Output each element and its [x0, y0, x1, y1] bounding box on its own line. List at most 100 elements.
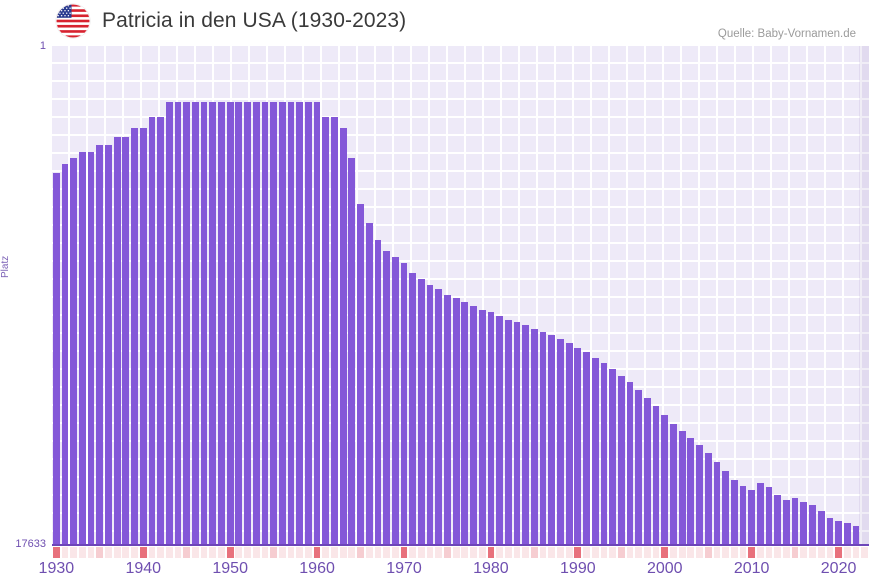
bar [530, 328, 538, 545]
bar [783, 500, 790, 545]
bar [183, 102, 191, 545]
bar [548, 335, 556, 545]
x-axis-tick [713, 547, 721, 558]
x-axis-tick [643, 547, 651, 558]
bar [774, 494, 782, 545]
x-axis-label: 2020 [820, 560, 857, 577]
x-axis-tick [261, 547, 269, 558]
x-axis-tick [591, 547, 599, 558]
bar [418, 278, 425, 545]
x-axis-tick [183, 547, 191, 558]
bar [670, 424, 677, 545]
plot-area [52, 46, 869, 545]
x-axis-tick [348, 547, 356, 558]
bar [113, 137, 121, 545]
x-axis-tick [661, 547, 669, 558]
x-axis-tick [513, 547, 521, 558]
bar [331, 116, 338, 545]
bar [461, 302, 469, 545]
bar [557, 339, 564, 545]
bar [226, 102, 234, 545]
bar [626, 382, 634, 545]
bar [313, 102, 321, 545]
x-axis-tick [296, 547, 304, 558]
bar [487, 311, 495, 545]
x-axis-label: 2010 [733, 560, 770, 577]
x-axis-tick [391, 547, 399, 558]
x-axis-labels: 1930 1940 1950 1960 1970 1980 1990 2000 2010 2020 [0, 560, 873, 586]
bar [139, 128, 147, 545]
bar [791, 497, 799, 545]
x-axis-tick [157, 547, 165, 558]
x-axis-tick [835, 547, 842, 558]
y-axis-tick-bottom: 17633 [15, 538, 46, 550]
x-axis-tick [548, 547, 556, 558]
bar [252, 102, 260, 545]
bar [148, 116, 156, 545]
bar [261, 102, 269, 545]
x-axis-tick [365, 547, 373, 558]
bar [192, 102, 199, 545]
bar [348, 158, 356, 545]
x-axis-tick [635, 547, 643, 558]
x-axis-tick [357, 547, 364, 558]
bar [470, 305, 477, 545]
x-axis-tick [105, 547, 112, 558]
bar [287, 102, 295, 545]
x-axis-label: 2000 [646, 560, 683, 577]
x-axis-tick [226, 547, 234, 558]
bar [61, 163, 69, 545]
x-axis-tick [696, 547, 703, 558]
bar [617, 375, 625, 545]
x-axis-tick [400, 547, 408, 558]
y-axis-title: Platz [0, 255, 11, 278]
bar [565, 343, 573, 545]
bar [79, 152, 86, 545]
x-axis-tick [730, 547, 738, 558]
bar [817, 511, 825, 545]
x-axis-tick [470, 547, 477, 558]
bar [678, 431, 686, 545]
x-axis-tick [609, 547, 616, 558]
x-axis-tick [322, 547, 330, 558]
x-axis-tick [426, 547, 434, 558]
bar [270, 102, 277, 545]
x-axis-tick [678, 547, 686, 558]
bar [157, 116, 165, 545]
x-axis-label: 1960 [299, 560, 335, 577]
x-axis-tick [791, 547, 799, 558]
x-axis-tick [165, 547, 173, 558]
bar [835, 520, 842, 545]
x-axis-tick [843, 547, 851, 558]
bar [409, 272, 417, 545]
x-axis-tick [574, 547, 582, 558]
x-axis-tick [409, 547, 417, 558]
bar [635, 389, 643, 545]
bar [357, 203, 364, 545]
x-axis-tick [52, 547, 60, 558]
x-axis-tick [739, 547, 747, 558]
bar [800, 502, 808, 545]
x-axis-tick [809, 547, 816, 558]
x-axis-tick [817, 547, 825, 558]
x-axis-tick [305, 547, 312, 558]
x-axis-tick [478, 547, 486, 558]
x-axis-tick [270, 547, 277, 558]
bar [478, 309, 486, 545]
bar [843, 523, 851, 545]
bar [539, 332, 547, 545]
bar [322, 116, 330, 545]
x-axis-tick [617, 547, 625, 558]
bar [696, 445, 703, 545]
bar [131, 128, 138, 545]
bar [591, 357, 599, 545]
x-axis-tick [79, 547, 86, 558]
x-axis-tick [148, 547, 156, 558]
page-title: Patricia in den USA (1930-2023) [102, 9, 407, 32]
no-data-shade-band [859, 46, 869, 545]
x-axis-tick [200, 547, 208, 558]
bar [374, 240, 382, 545]
x-axis-tick [774, 547, 782, 558]
x-axis-tick [461, 547, 469, 558]
